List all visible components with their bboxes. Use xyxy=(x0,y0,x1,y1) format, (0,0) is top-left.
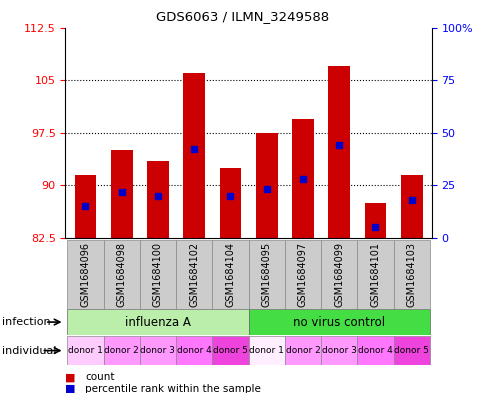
Text: GSM1684099: GSM1684099 xyxy=(333,242,344,307)
Bar xyxy=(147,161,168,238)
Bar xyxy=(364,203,386,238)
Text: donor 3: donor 3 xyxy=(321,346,356,355)
Bar xyxy=(393,336,429,365)
Text: GSM1684104: GSM1684104 xyxy=(225,242,235,307)
Bar xyxy=(139,336,176,365)
Bar xyxy=(248,309,429,335)
Bar xyxy=(212,336,248,365)
Bar xyxy=(67,240,103,309)
Text: GSM1684098: GSM1684098 xyxy=(117,242,126,307)
Bar xyxy=(357,240,393,309)
Bar xyxy=(291,119,313,238)
Bar xyxy=(183,73,205,238)
Bar xyxy=(176,240,212,309)
Text: donor 2: donor 2 xyxy=(104,346,139,355)
Text: individual: individual xyxy=(2,345,57,356)
Bar xyxy=(320,240,357,309)
Text: no virus control: no virus control xyxy=(292,316,384,329)
Text: percentile rank within the sample: percentile rank within the sample xyxy=(85,384,260,393)
Text: infection: infection xyxy=(2,317,51,327)
Text: GDS6063 / ILMN_3249588: GDS6063 / ILMN_3249588 xyxy=(156,10,328,23)
Text: donor 1: donor 1 xyxy=(68,346,103,355)
Text: donor 1: donor 1 xyxy=(249,346,284,355)
Bar xyxy=(393,240,429,309)
Bar xyxy=(212,240,248,309)
Bar xyxy=(103,240,139,309)
Bar xyxy=(248,240,284,309)
Text: count: count xyxy=(85,372,114,382)
Bar xyxy=(357,336,393,365)
Text: donor 5: donor 5 xyxy=(212,346,247,355)
Bar xyxy=(284,240,320,309)
Bar xyxy=(103,336,139,365)
Text: GSM1684103: GSM1684103 xyxy=(406,242,416,307)
Bar xyxy=(219,168,241,238)
Bar xyxy=(255,132,277,238)
Text: GSM1684097: GSM1684097 xyxy=(297,242,307,307)
Text: ■: ■ xyxy=(65,384,76,393)
Bar xyxy=(284,336,320,365)
Bar xyxy=(110,150,132,238)
Text: donor 4: donor 4 xyxy=(177,346,211,355)
Text: ■: ■ xyxy=(65,372,76,382)
Bar xyxy=(67,336,103,365)
Text: donor 2: donor 2 xyxy=(285,346,319,355)
Text: GSM1684102: GSM1684102 xyxy=(189,242,199,307)
Text: GSM1684096: GSM1684096 xyxy=(80,242,90,307)
Bar xyxy=(320,336,357,365)
Bar xyxy=(67,309,248,335)
Text: influenza A: influenza A xyxy=(125,316,191,329)
Text: GSM1684095: GSM1684095 xyxy=(261,242,271,307)
Text: GSM1684101: GSM1684101 xyxy=(370,242,379,307)
Text: donor 3: donor 3 xyxy=(140,346,175,355)
Bar xyxy=(75,174,96,238)
Text: GSM1684100: GSM1684100 xyxy=(152,242,163,307)
Bar xyxy=(328,66,349,238)
Bar xyxy=(400,174,422,238)
Text: donor 5: donor 5 xyxy=(393,346,428,355)
Bar xyxy=(139,240,176,309)
Bar xyxy=(248,336,284,365)
Text: donor 4: donor 4 xyxy=(357,346,392,355)
Bar xyxy=(176,336,212,365)
